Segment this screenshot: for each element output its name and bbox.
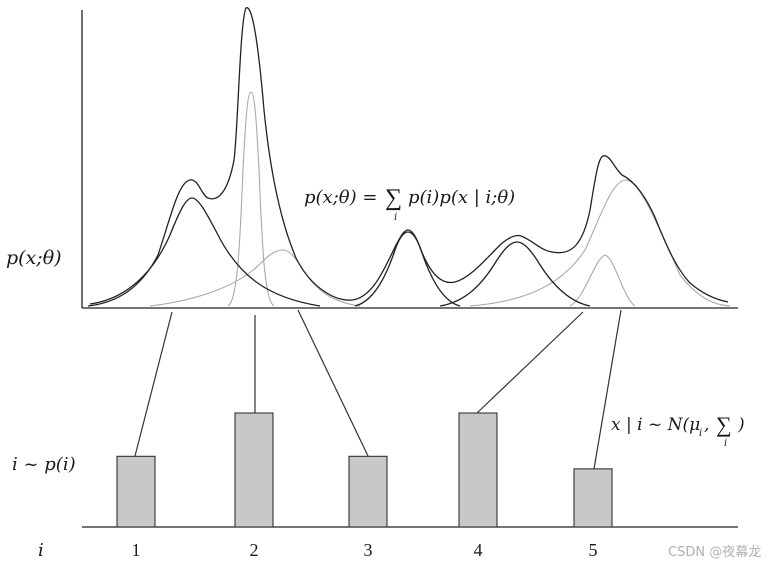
connector-4 bbox=[476, 311, 584, 414]
mixture-formula: p(x;θ) = ∑ i p(i)p(x | i;θ) bbox=[304, 185, 515, 223]
component-curve-1 bbox=[89, 197, 321, 307]
conditional-formula-lhs: x | i ~ N(μ bbox=[611, 415, 700, 435]
conditional-formula: x | i ~ N(μ i , ∑ i ) bbox=[611, 412, 745, 449]
connector-1 bbox=[134, 311, 173, 457]
connector-3 bbox=[297, 309, 369, 457]
prior-bar-5 bbox=[573, 468, 613, 528]
mixture-formula-rhs: p(i)p(x | i;θ) bbox=[408, 187, 515, 208]
conditional-mu-subscript: i bbox=[699, 428, 702, 439]
prior-bar-chart: 1 2 3 4 5 i ~ p(i) i x | i ~ N(μ i , ∑ i ) bbox=[12, 412, 745, 561]
prior-index-labels: 1 2 3 4 5 bbox=[132, 540, 598, 560]
component-curve-2-wide bbox=[149, 249, 361, 307]
mixture-sum-symbol: ∑ bbox=[385, 185, 402, 211]
index-tick-1: 1 bbox=[132, 540, 141, 560]
prior-bar-3 bbox=[348, 455, 388, 528]
conditional-sum-symbol: ∑ bbox=[716, 412, 732, 437]
prior-bar-4 bbox=[458, 412, 498, 528]
conditional-sum-subscript: i bbox=[724, 438, 727, 449]
component-curve-2-narrow bbox=[227, 91, 275, 307]
index-tick-2: 2 bbox=[250, 540, 259, 560]
component-curve-3 bbox=[354, 231, 461, 307]
component-connectors bbox=[134, 309, 622, 470]
index-tick-3: 3 bbox=[364, 540, 373, 560]
component-curve-5-narrow bbox=[569, 254, 636, 307]
density-plot: p(x;θ) p(x;θ) = ∑ i p(i)p(x | i;θ) bbox=[6, 7, 738, 309]
connector-5 bbox=[593, 309, 622, 470]
index-tick-5: 5 bbox=[589, 540, 598, 560]
index-label: i bbox=[38, 540, 44, 561]
prior-bar-1 bbox=[116, 455, 156, 528]
watermark: CSDN @夜幕龙 bbox=[668, 545, 761, 560]
mixture-formula-lhs: p(x;θ) = bbox=[304, 187, 377, 208]
component-curve-4-right bbox=[469, 179, 731, 307]
prior-bars bbox=[116, 412, 613, 528]
conditional-comma: , bbox=[704, 415, 709, 435]
component-curve-4 bbox=[439, 241, 591, 307]
mixture-density-curve bbox=[87, 7, 729, 307]
density-label: p(x;θ) bbox=[6, 247, 62, 269]
prior-label: i ~ p(i) bbox=[12, 454, 76, 475]
mixture-sum-subscript: i bbox=[394, 212, 397, 223]
index-tick-4: 4 bbox=[474, 540, 483, 560]
prior-bar-2 bbox=[234, 412, 274, 528]
conditional-close-paren: ) bbox=[737, 415, 745, 435]
